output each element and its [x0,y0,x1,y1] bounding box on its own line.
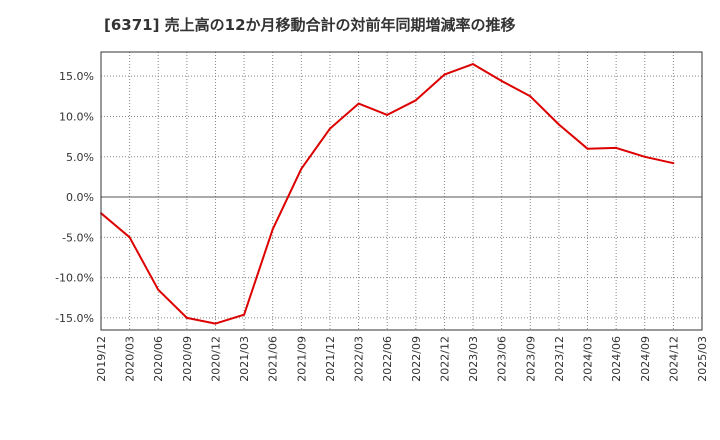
data-point [529,95,532,98]
series-group [100,63,675,325]
x-tick-label: 2023/06 [496,336,509,382]
x-tick-labels: 2019/12 2020/03 2020/06 2020/09 2020/12 2021/… [95,336,709,382]
chart-title: [6371] 売上高の12か月移動合計の対前年同期増減率の推移 [104,16,516,34]
data-point [157,288,160,291]
y-tick-label: 0.0% [66,191,94,204]
data-point [185,316,188,319]
x-tick-label: 2019/12 [95,336,108,382]
x-tick-label: 2021/09 [295,336,308,382]
data-point [615,146,618,149]
x-tick-label: 2025/03 [696,336,709,382]
x-tick-label: 2020/03 [124,336,137,382]
y-tick-labels: 15.0% 10.0% 5.0% 0.0% -5.0% -10.0% -15.0% [55,70,94,325]
data-point [214,322,217,325]
x-tick-label: 2023/09 [524,336,537,382]
data-point [300,167,303,170]
data-point [357,102,360,105]
y-tick-label: 10.0% [59,110,94,123]
x-tick-label: 2021/12 [324,336,337,382]
y-tick-label: 5.0% [66,151,94,164]
data-point [672,162,675,165]
x-tick-label: 2022/06 [381,336,394,382]
data-point [386,113,389,116]
y-tick-label: -10.0% [55,272,94,285]
y-tick-label: -15.0% [55,312,94,325]
data-point [500,80,503,83]
plot-frame [100,51,703,331]
data-point [128,236,131,239]
x-tick-label: 2023/03 [467,336,480,382]
data-point [643,155,646,158]
data-point [271,228,274,231]
x-tick-label: 2024/09 [639,336,652,382]
x-tick-label: 2024/12 [667,336,680,382]
x-tick-label: 2021/03 [238,336,251,382]
x-tick-label: 2024/06 [610,336,623,382]
x-tick-label: 2020/12 [209,336,222,382]
data-point [443,73,446,76]
x-tick-label: 2023/12 [553,336,566,382]
x-tick-label: 2020/09 [181,336,194,382]
grid-lines [101,52,702,330]
x-tick-label: 2022/09 [410,336,423,382]
x-tick-label: 2022/12 [438,336,451,382]
x-tick-label: 2024/03 [582,336,595,382]
data-point [414,99,417,102]
data-point [557,123,560,126]
x-tick-label: 2021/06 [267,336,280,382]
data-point [472,63,475,66]
data-point [243,313,246,316]
x-tick-label: 2022/03 [353,336,366,382]
y-tick-label: 15.0% [59,70,94,83]
y-tick-label: -5.0% [62,231,94,244]
data-point [328,127,331,130]
data-point [586,147,589,150]
x-tick-label: 2020/06 [152,336,165,382]
